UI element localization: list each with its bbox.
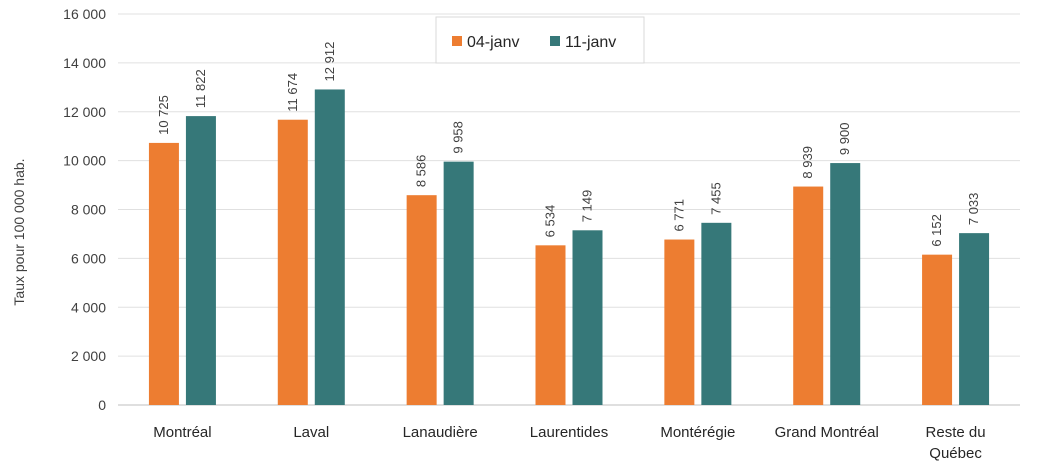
- data-labels: 10 725 11 822 11 674 12 912 8 586 9 958 6 534 7…: [156, 42, 981, 247]
- y-tick-label: 8 000: [71, 202, 106, 218]
- bar: [314, 89, 345, 405]
- y-tick-label: 16 000: [63, 6, 106, 22]
- data-label: 8 939: [800, 146, 815, 179]
- legend-label: 04-janv: [467, 34, 519, 51]
- x-category-label: Laurentides: [530, 424, 608, 441]
- x-category-label: Grand Montréal: [775, 424, 879, 441]
- bar: [830, 163, 861, 405]
- legend-swatch: [452, 36, 462, 46]
- legend-box: [435, 16, 645, 64]
- bar: [406, 195, 437, 405]
- x-category-label: Laval: [293, 424, 329, 441]
- y-axis-ticks: 0 2 000 4 000 6 000 8 000 10 000 12 000 14 000 1…: [63, 6, 106, 413]
- bar: [664, 239, 695, 405]
- x-category-label: Montréal: [153, 424, 211, 441]
- y-axis-label: Taux pour 100 000 hab.: [11, 158, 27, 305]
- data-label: 9 958: [451, 121, 466, 154]
- bar: [443, 161, 474, 405]
- bar: [572, 230, 603, 405]
- bar: [535, 245, 566, 405]
- legend-swatch: [550, 36, 560, 46]
- y-tick-label: 6 000: [71, 250, 106, 266]
- x-axis-categories: Montréal Laval Lanaudière Laurentides Montér…: [153, 424, 985, 462]
- data-label: 6 152: [929, 214, 944, 247]
- data-label: 7 033: [966, 193, 981, 226]
- data-label: 7 149: [580, 190, 595, 223]
- data-label: 9 900: [837, 123, 852, 156]
- data-label: 6 771: [671, 199, 686, 232]
- y-tick-label: 14 000: [63, 55, 106, 71]
- bar: [185, 116, 216, 405]
- y-tick-label: 12 000: [63, 104, 106, 120]
- y-tick-label: 4 000: [71, 299, 106, 315]
- data-label: 12 912: [322, 42, 337, 82]
- data-label: 8 586: [414, 155, 429, 188]
- x-category-label: Québec: [929, 445, 982, 462]
- y-tick-label: 10 000: [63, 153, 106, 169]
- legend: 04-janv 11-janv: [435, 16, 645, 64]
- x-category-label: Montérégie: [660, 424, 735, 441]
- y-tick-label: 2 000: [71, 348, 106, 364]
- data-label: 11 674: [285, 73, 300, 112]
- legend-label: 11-janv: [565, 34, 616, 51]
- bar: [148, 142, 179, 405]
- data-label: 10 725: [156, 95, 171, 135]
- data-label: 11 822: [193, 69, 208, 108]
- x-category-label: Lanaudière: [403, 424, 478, 441]
- x-category-label: Reste du: [926, 424, 986, 441]
- bar: [922, 254, 953, 405]
- data-label: 7 455: [708, 182, 723, 215]
- gridlines: [118, 13, 1020, 406]
- bars: [148, 89, 990, 406]
- bar: [277, 119, 308, 406]
- bar: [793, 186, 824, 405]
- data-label: 6 534: [543, 205, 558, 238]
- bar: [701, 222, 732, 405]
- bar: [959, 233, 990, 405]
- y-tick-label: 0: [98, 397, 106, 413]
